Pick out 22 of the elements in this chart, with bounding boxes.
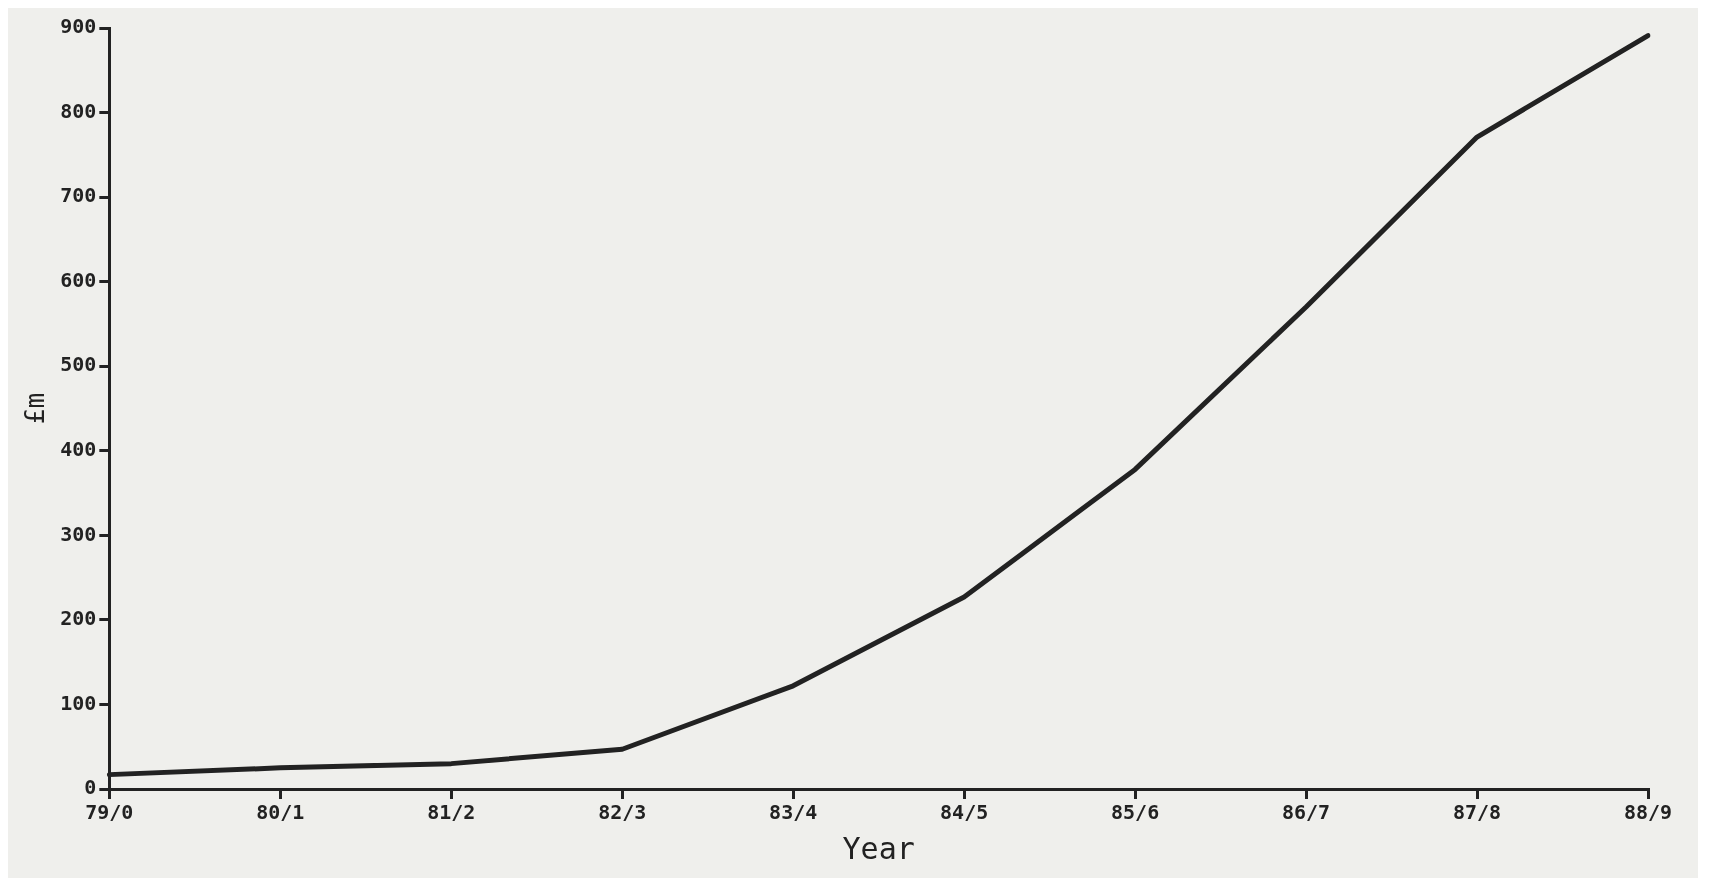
- x-tick-label: 88/9: [1623, 800, 1673, 825]
- x-tick-label: 83/4: [769, 800, 818, 825]
- y-tick-label: 900: [60, 14, 97, 39]
- y-tick-label: 600: [60, 267, 97, 292]
- x-tick-label: 85/6: [1111, 800, 1160, 825]
- x-tick-label: 87/8: [1452, 800, 1502, 825]
- x-tick-label: 80/1: [256, 800, 305, 825]
- x-tick-label: 82/3: [598, 800, 647, 825]
- x-tick-label: 81/2: [427, 800, 476, 825]
- y-tick-label: 500: [60, 352, 97, 377]
- y-tick-label: 0: [84, 775, 97, 800]
- y-tick-label: 100: [60, 690, 97, 715]
- x-tick-label: 86/7: [1281, 800, 1331, 825]
- y-axis-title: £m: [20, 392, 51, 425]
- y-tick-label: 800: [60, 98, 97, 123]
- x-axis-title: Year: [842, 830, 915, 866]
- x-tick-label: 79/0: [85, 800, 134, 825]
- x-tick-label: 84/5: [940, 800, 989, 825]
- y-tick-label: 700: [60, 183, 97, 208]
- y-tick-label: 300: [60, 521, 97, 546]
- y-tick-label: 400: [60, 436, 97, 461]
- y-tick-label: 200: [60, 606, 97, 631]
